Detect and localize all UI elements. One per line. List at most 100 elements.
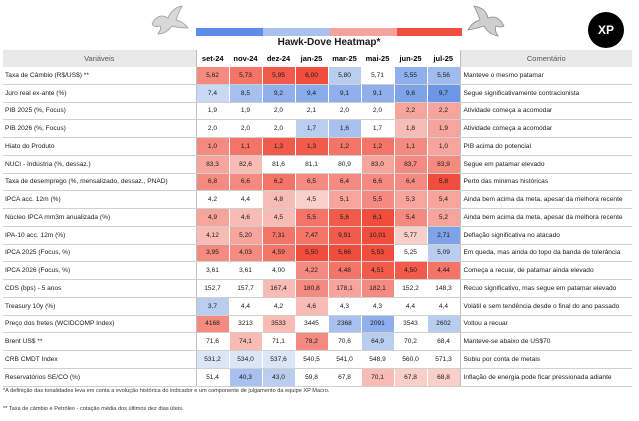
heatmap-cell: 5,20 <box>228 226 262 245</box>
heatmap-cell: 3445 <box>294 315 328 334</box>
heatmap-cell: 5,50 <box>294 244 328 263</box>
row-label: IPCA acc. 12m (%) <box>3 190 197 209</box>
header-month: nov-24 <box>233 54 258 63</box>
heatmap-cell: 81,6 <box>261 155 295 174</box>
heatmap-cell: 1,1 <box>228 137 262 156</box>
table-row: Taxa de Câmbio (R$/US$) ** 5,62 5,73 5,95 6,… <box>3 67 632 85</box>
heatmap-cell: 2,0 <box>360 102 394 121</box>
table-header: Variáveis set-24 nov-24 dez-24 jan-25 ma… <box>3 50 632 67</box>
row-label: IPCA 2026 (Focus, %) <box>3 261 197 280</box>
heatmap-cell: 531,2 <box>195 350 229 369</box>
heatmap-cell: 4,4 <box>426 297 460 316</box>
heatmap-cell: 70,2 <box>393 332 427 351</box>
heatmap-cell: 4,48 <box>327 261 361 280</box>
row-label: Núcleo IPCA mm3m anualizada (%) <box>3 208 197 227</box>
heatmap-cell: 4,4 <box>393 297 427 316</box>
row-comment: Começa a recuar, de patamar ainda elevad… <box>459 261 632 280</box>
heatmap-cell: 2368 <box>327 315 361 334</box>
heatmap-cell: 540,5 <box>294 350 328 369</box>
heatmap-cell: 1,6 <box>327 119 361 138</box>
heatmap-cell: 2,0 <box>327 102 361 121</box>
heatmap-cell: 6,1 <box>360 208 394 227</box>
heatmap-cell: 1,7 <box>360 119 394 138</box>
heatmap-cell: 167,4 <box>261 279 295 298</box>
heatmap-cell: 5,56 <box>426 67 460 85</box>
row-comment: Segue significativamente contracionista <box>459 84 632 103</box>
row-comment: Ainda bem acima da meta, apesar da melho… <box>459 208 632 227</box>
heatmap-cell: 4,8 <box>261 190 295 209</box>
heatmap-cell: 67,8 <box>393 368 427 387</box>
heatmap-cell: 152,7 <box>195 279 229 298</box>
heatmap-cell: 4,5 <box>261 208 295 227</box>
heatmap-cell: 9,7 <box>426 84 460 103</box>
heatmap-cell: 4,6 <box>228 208 262 227</box>
row-comment: Inflação de energia pode ficar pressiona… <box>459 368 632 387</box>
table-row: NUCI - Indústria (%, dessaz.) 83,3 82,6 81,… <box>3 155 632 174</box>
row-label: IPCA 2025 (Focus, %) <box>3 244 197 263</box>
row-comment: Manteve-se abaixo de US$70 <box>459 332 632 351</box>
table-row: PIB 2026 (%, Focus) 2,0 2,0 2,0 1,7 1,6 1,7 1,8… <box>3 119 632 138</box>
table-row: Brent US$ ** 71,6 74,1 71,1 78,2 70,6 64,9 70,2… <box>3 332 632 351</box>
heatmap-cell: 83,9 <box>426 155 460 174</box>
heatmap-cell: 1,9 <box>195 102 229 121</box>
heatmap-cell: 4,9 <box>195 208 229 227</box>
heatmap-cell: 5,5 <box>360 190 394 209</box>
heatmap-cell: 7,4 <box>195 84 229 103</box>
heatmap-cell: 5,80 <box>327 67 361 85</box>
heatmap-table: Variáveis set-24 nov-24 dez-24 jan-25 ma… <box>3 50 632 387</box>
heatmap-cell: 4,50 <box>393 261 427 280</box>
heatmap-cell: 3,61 <box>195 261 229 280</box>
heatmap-cell: 4,51 <box>360 261 394 280</box>
footnote: ** Taxa de câmbio e Petróleo - cotação m… <box>3 406 184 412</box>
heatmap-cell: 1,3 <box>294 137 328 156</box>
heatmap-cell: 152,2 <box>393 279 427 298</box>
heatmap-cell: 571,3 <box>426 350 460 369</box>
heatmap-cell: 3,61 <box>228 261 262 280</box>
table-row: CDS (bps) - 5 anos 152,7 157,7 167,4 180,8 17… <box>3 279 632 298</box>
heatmap-cell: 4,12 <box>195 226 229 245</box>
heatmap-cell: 5,73 <box>228 67 262 85</box>
heatmap-cell: 4,3 <box>360 297 394 316</box>
heatmap-cell: 2,71 <box>426 226 460 245</box>
heatmap-cell: 3,95 <box>195 244 229 263</box>
heatmap-cell: 4,5 <box>294 190 328 209</box>
heatmap-cell: 6,4 <box>327 173 361 192</box>
heatmap-cell: 5,6 <box>327 208 361 227</box>
row-label: IPA-10 acc. 12m (%) <box>3 226 197 245</box>
row-label: PIB 2025 (%, Focus) <box>3 102 197 121</box>
row-comment: Deflação significativa no atacado <box>459 226 632 245</box>
heatmap-cell: 64,9 <box>360 332 394 351</box>
row-comment: Manteve o mesmo patamar <box>459 67 632 85</box>
heatmap-cell: 4,4 <box>228 297 262 316</box>
heatmap-cell: 7,31 <box>261 226 295 245</box>
heatmap-cell: 1,2 <box>360 137 394 156</box>
row-label: NUCI - Indústria (%, dessaz.) <box>3 155 197 174</box>
table-row: Hiato do Produto 1,0 1,1 1,3 1,3 1,2 1,2 1,1 1,0… <box>3 137 632 156</box>
row-label: Hiato do Produto <box>3 137 197 156</box>
heatmap-cell: 51,4 <box>195 368 229 387</box>
heatmap-cell: 3533 <box>261 315 295 334</box>
heatmap-cell: 83,0 <box>360 155 394 174</box>
heatmap-cell: 2,2 <box>426 102 460 121</box>
heatmap-cell: 8,5 <box>228 84 262 103</box>
hawk-scale-dark <box>397 28 462 36</box>
table-row: IPCA 2025 (Focus, %) 3,95 4,03 4,59 5,50 5,66… <box>3 244 632 263</box>
heatmap-cell: 7,47 <box>294 226 328 245</box>
heatmap-cell: 2,2 <box>393 102 427 121</box>
heatmap-cell: 541,0 <box>327 350 361 369</box>
table-row: Preço dos fretes (WCIDCOMP Index) 4168 321… <box>3 315 632 334</box>
row-label: CRB CMDT Index <box>3 350 197 369</box>
heatmap-cell: 78,2 <box>294 332 328 351</box>
heatmap-cell: 68,8 <box>426 368 460 387</box>
heatmap-cell: 5,66 <box>327 244 361 263</box>
row-label: Preço dos fretes (WCIDCOMP Index) <box>3 315 197 334</box>
heatmap-cell: 5,8 <box>426 173 460 192</box>
heatmap-cell: 2602 <box>426 315 460 334</box>
heatmap-cell: 182,1 <box>360 279 394 298</box>
heatmap-cell: 83,7 <box>393 155 427 174</box>
heatmap-cell: 59,8 <box>294 368 328 387</box>
row-comment: Recuo significativo, mas segue em patama… <box>459 279 632 298</box>
heatmap-cell: 70,1 <box>360 368 394 387</box>
heatmap-cell: 2091 <box>360 315 394 334</box>
table-row: Taxa de desemprego (%, mensalizado, dess… <box>3 173 632 192</box>
